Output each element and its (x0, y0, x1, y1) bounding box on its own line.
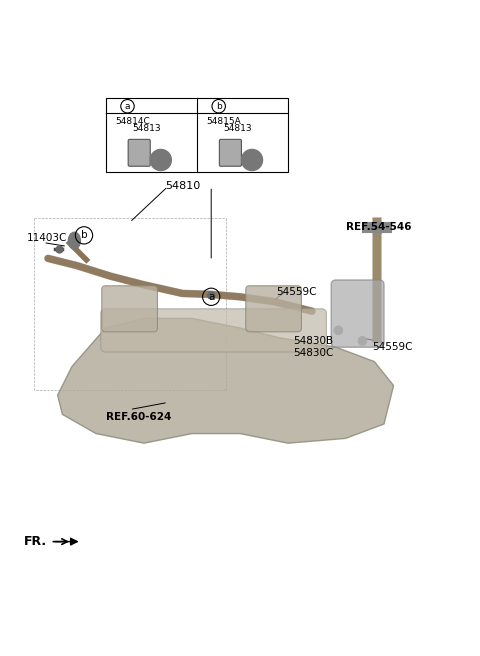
Ellipse shape (69, 232, 81, 249)
Text: b: b (81, 230, 87, 240)
FancyBboxPatch shape (219, 139, 241, 166)
Text: a: a (208, 292, 215, 302)
Text: 54559C: 54559C (276, 287, 316, 297)
Text: 54559C: 54559C (372, 342, 412, 352)
FancyBboxPatch shape (102, 286, 157, 332)
Circle shape (358, 337, 367, 345)
Circle shape (150, 150, 171, 171)
Bar (106, 98, 288, 172)
Text: b: b (216, 102, 222, 111)
Ellipse shape (207, 292, 215, 299)
Text: 54830B
54830C: 54830B 54830C (293, 337, 333, 358)
Text: a: a (125, 102, 130, 111)
Polygon shape (58, 318, 394, 443)
Text: 54810: 54810 (165, 182, 200, 192)
FancyBboxPatch shape (128, 139, 150, 166)
Circle shape (241, 150, 263, 171)
Text: 11403C: 11403C (26, 234, 67, 243)
FancyBboxPatch shape (331, 280, 384, 347)
Text: 54814C: 54814C (115, 117, 150, 126)
Text: 54813: 54813 (223, 123, 252, 133)
Text: FR.: FR. (24, 535, 47, 548)
Circle shape (334, 326, 343, 335)
FancyBboxPatch shape (101, 309, 326, 352)
FancyBboxPatch shape (246, 286, 301, 332)
Text: 54815A: 54815A (206, 117, 241, 126)
Text: 54813: 54813 (132, 123, 161, 133)
Text: REF.54-546: REF.54-546 (346, 222, 411, 232)
Text: REF.60-624: REF.60-624 (106, 412, 171, 422)
